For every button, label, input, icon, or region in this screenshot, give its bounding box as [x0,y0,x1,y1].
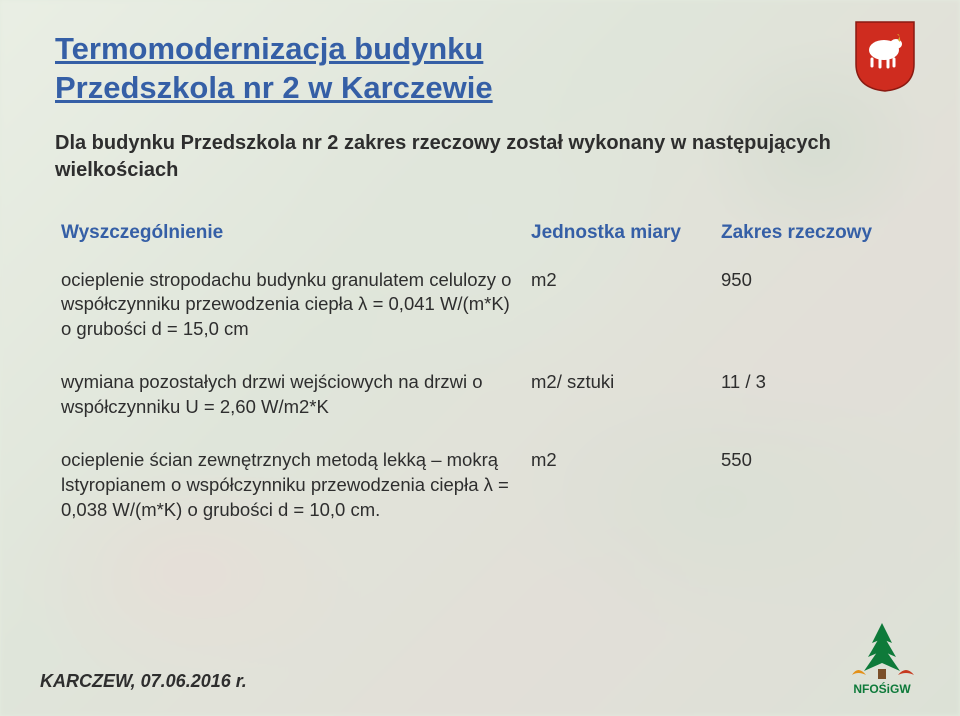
cell-value: 550 [715,434,905,537]
cell-desc: ocieplenie stropodachu budynku granulate… [55,254,525,357]
cell-unit: m2/ sztuki [525,356,715,434]
table-row: wymiana pozostałych drzwi wejściowych na… [55,356,905,434]
title-line-2: Przedszkola nr 2 w Karczewie [55,70,493,105]
cell-desc: wymiana pozostałych drzwi wejściowych na… [55,356,525,434]
cell-unit: m2 [525,254,715,357]
col-header-value: Zakres rzeczowy [715,214,905,254]
page-title: Termomodernizacja budynku Przedszkola nr… [55,30,905,108]
cell-value: 11 / 3 [715,356,905,434]
cell-value: 950 [715,254,905,357]
title-line-1: Termomodernizacja budynku [55,31,483,66]
slide-content: Termomodernizacja budynku Przedszkola nr… [0,0,960,537]
scope-table: Wyszczególnienie Jednostka miary Zakres … [55,214,905,538]
footer-date: KARCZEW, 07.06.2016 r. [40,671,247,692]
col-header-unit: Jednostka miary [525,214,715,254]
cell-desc: ocieplenie ścian zewnętrznych metodą lek… [55,434,525,537]
cell-unit: m2 [525,434,715,537]
table-row: ocieplenie ścian zewnętrznych metodą lek… [55,434,905,537]
table-row: ocieplenie stropodachu budynku granulate… [55,254,905,357]
col-header-desc: Wyszczególnienie [55,214,525,254]
logo-label: NFOŚiGW [853,681,911,696]
intro-text: Dla budynku Przedszkola nr 2 zakres rzec… [55,130,905,184]
footer-logo: NFOŚiGW [838,619,926,702]
